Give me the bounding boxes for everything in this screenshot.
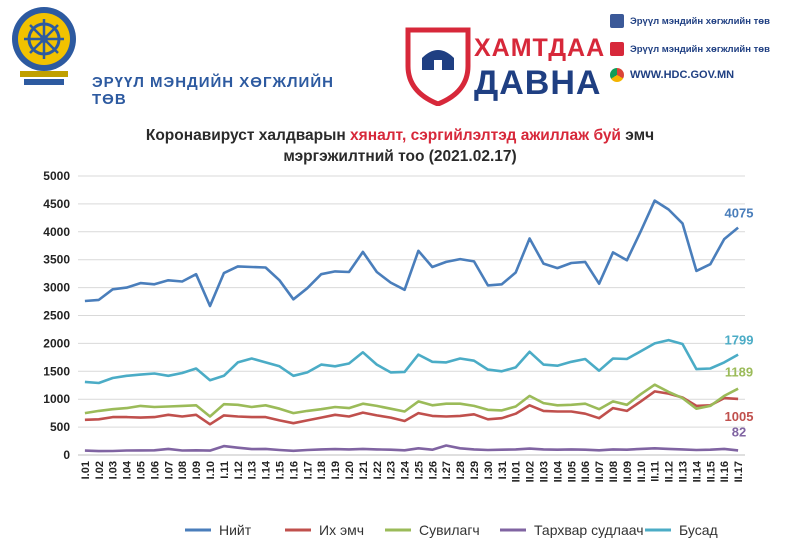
legend-label: Тархвар судлаач [534,522,644,538]
x-tick-label: I.03 [108,461,120,479]
chart-title-line2: мэргэжилтний тоо (2021.02.17) [283,148,517,165]
x-tick-label: I.27 [441,461,453,479]
y-tick-label: 3500 [43,253,70,267]
y-tick-label: 2000 [43,336,70,350]
legend-label: Сувилагч [419,522,480,538]
x-tick-label: I.08 [177,461,189,479]
legend-label: Нийт [219,522,252,538]
y-tick-label: 0 [63,448,70,462]
legend-label: Их эмч [319,522,364,538]
x-tick-label: I.20 [344,461,356,479]
chart-title-part2: эмч [620,127,655,144]
x-tick-label: II.09 [622,461,634,482]
website-link[interactable]: WWW.HDC.GOV.MN [610,66,734,84]
x-tick-label: I.01 [80,461,92,479]
series-line [84,383,739,418]
x-tick-label: II.12 [664,461,676,482]
header-branding: ЭРҮҮЛ МЭНДИЙН ХӨГЖЛИЙН ТӨВ [0,0,360,115]
x-tick-label: I.17 [302,461,314,479]
chart-title: Коронавируст халдварын хяналт, сэргийлэл… [0,125,800,167]
y-tick-label: 2500 [43,309,70,323]
x-tick-label: II.02 [525,461,537,482]
youtube-link[interactable]: Эрүүл мэндийн хөгжлийн төв [610,40,770,58]
x-tick-label: I.15 [274,461,286,479]
facebook-icon [610,14,624,28]
series-line [84,338,739,385]
x-tick-label: I.28 [455,461,467,479]
website-label: WWW.HDC.GOV.MN [630,69,735,81]
x-tick-label: II.05 [566,461,578,482]
chart-title-highlight: хяналт, сэргийлэлтэд ажиллаж буй [350,127,621,144]
x-tick-label: I.25 [413,461,425,479]
y-tick-label: 3000 [43,281,70,295]
series-line [84,390,739,426]
x-tick-label: I.09 [191,461,203,479]
campaign-title-line2: ДАВНА [474,64,602,102]
x-tick-label: I.30 [483,461,495,479]
x-tick-label: II.14 [691,460,703,482]
y-tick-label: 1500 [43,364,70,378]
x-tick-label: I.13 [247,461,259,479]
x-tick-label: I.31 [497,461,509,479]
x-tick-label: II.13 [677,461,689,482]
facebook-label: Эрүүл мэндийн хөгжлийн төв [630,15,770,27]
y-tick-label: 1000 [43,392,70,406]
chrome-icon [610,68,624,82]
organization-name: ЭРҮҮЛ МЭНДИЙН ХӨГЖЛИЙН ТӨВ [92,74,334,108]
x-tick-label: I.12 [233,461,245,479]
x-tick-label: II.10 [636,461,648,482]
organization-seal-icon [12,7,76,85]
y-tick-label: 5000 [43,169,70,183]
x-tick-label: I.04 [122,460,134,479]
series-line [84,199,739,308]
data-label: 1005 [725,409,754,424]
x-tick-label: I.05 [136,461,148,479]
x-tick-label: II.01 [511,461,523,482]
x-tick-label: II.11 [650,461,662,482]
x-tick-label: I.21 [358,461,370,479]
x-tick-label: II.04 [552,460,564,482]
data-label: 4075 [725,206,754,221]
x-tick-label: I.07 [163,461,175,479]
x-tick-label: I.18 [316,461,328,479]
y-tick-label: 4000 [43,225,70,239]
data-label: 1189 [725,365,753,380]
x-tick-label: I.10 [205,461,217,479]
x-tick-label: I.06 [149,461,161,479]
x-tick-label: II.06 [580,461,592,482]
campaign-title-line1: ХАМТДАА [474,34,606,62]
legend-label: Бусад [679,522,718,538]
x-tick-label: I.19 [330,461,342,479]
x-tick-label: II.17 [733,461,745,482]
data-label: 1799 [725,333,754,348]
x-tick-label: I.11 [219,461,231,479]
chart-title-part1: Коронавируст халдварын [145,127,351,144]
x-tick-label: II.07 [594,461,606,482]
y-tick-label: 500 [50,420,70,434]
data-label: 82 [732,424,746,439]
youtube-label: Эрүүл мэндийн хөгжлийн төв [630,43,770,55]
x-tick-label: I.23 [386,461,398,479]
x-tick-label: II.08 [608,461,620,482]
x-tick-label: I.16 [288,461,300,479]
campaign-logo: ХАМТДАА ДАВНА [402,20,604,106]
x-tick-label: I.14 [261,460,273,479]
facebook-link[interactable]: Эрүүл мэндийн хөгжлийн төв [610,12,770,30]
y-tick-label: 4500 [43,197,70,211]
x-tick-label: II.15 [705,461,717,482]
x-tick-label: I.02 [94,461,106,479]
x-tick-label: I.26 [427,461,439,479]
x-tick-label: I.24 [400,460,412,479]
shield-icon [405,27,471,106]
youtube-icon [610,42,624,56]
x-tick-label: II.16 [719,461,731,482]
x-tick-label: I.29 [469,461,481,479]
series-line [84,444,739,453]
x-tick-label: II.03 [539,461,551,482]
x-tick-label: I.22 [372,461,384,479]
